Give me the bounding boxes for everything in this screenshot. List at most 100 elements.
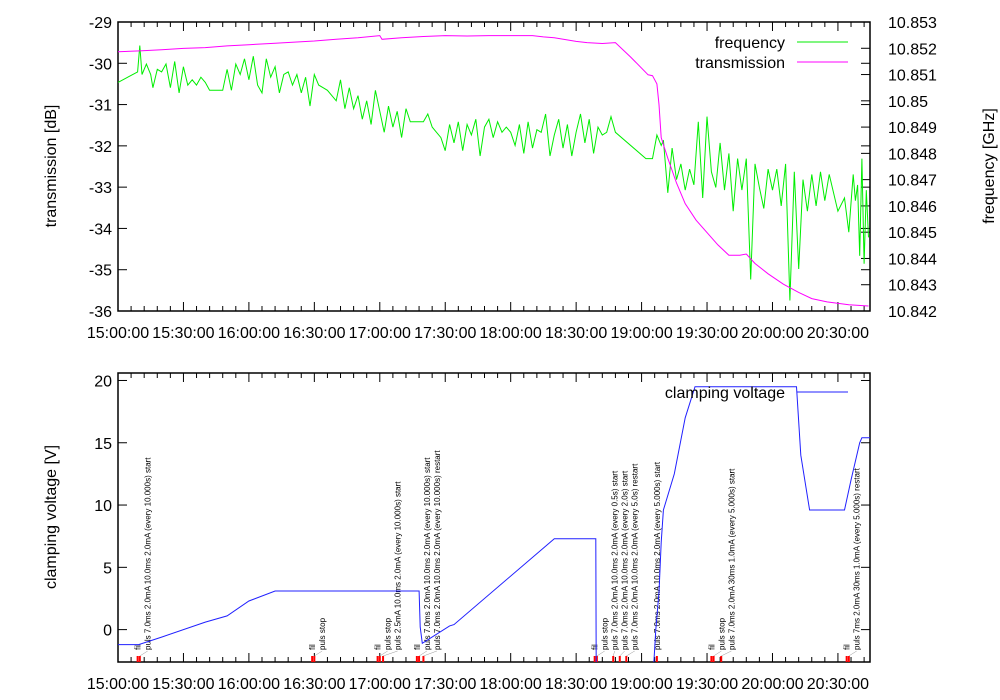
event-leader-line <box>626 650 635 657</box>
event-annotation-label: fil <box>843 644 852 650</box>
legend-bottom: clamping voltage <box>665 385 848 402</box>
x-tick-label: 19:00:00 <box>610 325 672 342</box>
y2-tick-label: 10.842 <box>888 304 937 321</box>
x-tick-label: 18:30:00 <box>545 325 607 342</box>
y2-tick-label: 10.843 <box>888 278 937 295</box>
event-leader-line <box>314 650 323 657</box>
event-leader-line <box>418 650 428 657</box>
event-annotation-label: fil <box>707 644 716 650</box>
event-annotation-label: fil <box>134 644 143 650</box>
series-line-frequency <box>118 45 869 301</box>
y-axis-title-clamping-voltage: clamping voltage [V] <box>43 445 60 589</box>
event-leader-line <box>596 650 605 657</box>
event-annotation-label: puls 7.0ms 2.0mA 10.0ms 2.0mA (every 10.… <box>144 457 153 650</box>
legend-label-frequency: frequency <box>715 35 785 52</box>
top-axis-ticks: 15:00:00 15:30:00 16:00:00 16:30:00 17:00:00… <box>87 15 937 342</box>
event-annotation-label: fil <box>413 644 422 650</box>
x-tick-label: 15:00:00 <box>87 676 149 693</box>
event-annotation-label: fil <box>374 644 383 650</box>
y2-tick-label: 10.852 <box>888 41 937 58</box>
y2-tick-label: 10.85 <box>888 94 928 111</box>
top-panel: 15:00:00 15:30:00 16:00:00 16:30:00 17:00:00… <box>43 15 998 342</box>
legend-label-clamping-voltage: clamping voltage <box>665 385 785 402</box>
event-leader-line <box>423 650 437 657</box>
event-annotations: fil puls 7.0ms 2.0mA 10.0ms 2.0mA (every … <box>134 450 862 662</box>
event-annotation-label: puls 2.5mA 10.0ms 2.0mA (every 10.000s) … <box>394 481 403 650</box>
x-tick-label: 20:30:00 <box>807 676 869 693</box>
event-leader-line <box>713 650 722 657</box>
y-tick-label: 20 <box>94 373 112 390</box>
y2-tick-label: 10.846 <box>888 199 937 216</box>
event-annotation-label: puls 7.0ms 2.0mA 30ms 1.0mA (every 5.000… <box>727 468 736 650</box>
event-annotation-label: puls 7.0ms 2.0mA 10.0ms 2.0mA (every 0.5… <box>611 470 620 650</box>
top-plot-frame <box>117 21 871 312</box>
y-tick-label: 5 <box>103 560 112 577</box>
y-tick-label: 15 <box>94 436 112 453</box>
event-leader-line <box>382 650 398 657</box>
event-annotation-label: puls 7.0ms 2.0mA 10.0ms 2.0mA (every 5.0… <box>653 461 662 650</box>
y2-axis-title-frequency: frequency [GHz] <box>981 108 998 224</box>
y-tick-label: -36 <box>89 304 112 321</box>
x-tick-label: 16:30:00 <box>283 676 345 693</box>
event-annotation-label: puls stop <box>384 617 393 650</box>
y-tick-label: -31 <box>89 98 112 115</box>
series-line-clamping-voltage <box>118 386 870 662</box>
event-leader-line <box>139 650 148 657</box>
y2-tick-label: 10.849 <box>888 120 937 137</box>
event-annotation-label: puls stop <box>717 617 726 650</box>
x-tick-label: 15:30:00 <box>152 676 214 693</box>
series-line-transmission <box>118 35 869 307</box>
x-tick-label: 16:00:00 <box>218 676 280 693</box>
x-tick-label: 17:00:00 <box>349 325 411 342</box>
x-tick-label: 17:30:00 <box>414 325 476 342</box>
y2-tick-label: 10.853 <box>888 15 937 32</box>
x-tick-label: 15:30:00 <box>152 325 214 342</box>
y2-tick-label: 10.851 <box>888 68 937 85</box>
x-tick-label: 16:30:00 <box>283 325 345 342</box>
x-tick-label: 18:00:00 <box>480 325 542 342</box>
y2-tick-label: 10.847 <box>888 173 937 190</box>
event-leader-line <box>612 650 615 657</box>
event-leader-line <box>848 650 857 657</box>
bottom-axis-ticks: 15:00:00 15:30:00 16:00:00 16:30:00 17:00:00… <box>87 373 870 693</box>
y-axis-title-transmission: transmission [dB] <box>43 105 60 228</box>
legend-top: frequency transmission <box>695 35 848 72</box>
y-tick-label: -35 <box>89 263 112 280</box>
x-tick-label: 19:00:00 <box>610 676 672 693</box>
y2-tick-label: 10.848 <box>888 146 937 163</box>
y-tick-label: -34 <box>89 221 112 238</box>
x-tick-label: 17:00:00 <box>349 676 411 693</box>
y-tick-label: -30 <box>89 56 112 73</box>
x-tick-label: 18:30:00 <box>545 676 607 693</box>
x-tick-label: 20:30:00 <box>807 325 869 342</box>
y2-tick-label: 10.845 <box>888 225 937 242</box>
event-annotation-label: puls 7.0ms 2.0mA 10.0ms 2.0mA (every 2.0… <box>621 470 630 650</box>
x-tick-label: 17:30:00 <box>414 676 476 693</box>
event-annotation-label: fil <box>308 644 317 650</box>
event-annotation-label: puls 7.0ms 2.0mA 10.0ms 2.0mA (every 10.… <box>433 450 442 650</box>
top-series <box>118 35 869 307</box>
y-tick-label: 10 <box>94 498 112 515</box>
y-tick-label: -32 <box>89 139 112 156</box>
event-leader-line <box>379 650 388 657</box>
y-tick-label: -33 <box>89 180 112 197</box>
x-tick-label: 20:00:00 <box>741 325 803 342</box>
y-tick-label: -29 <box>89 15 112 32</box>
x-tick-label: 19:30:00 <box>676 676 738 693</box>
event-annotation-label: puls 7.0ms 2.0mA 10.0ms 2.0mA (every 10.… <box>423 457 432 650</box>
event-annotation-label: puls 7.0ms 2.0mA 10.0ms 2.0mA (every 5.0… <box>631 463 640 650</box>
x-tick-label: 15:00:00 <box>87 325 149 342</box>
legend-label-transmission: transmission <box>695 55 785 72</box>
x-tick-label: 20:00:00 <box>741 676 803 693</box>
bottom-plot-frame <box>117 372 871 663</box>
event-annotation-label: puls stop <box>601 617 610 650</box>
event-annotation-label: puls stop <box>318 617 327 650</box>
event-annotation-label: puls 7ms 2.0mA 30ms 1.0mA (every 5.000s)… <box>853 467 862 650</box>
x-tick-label: 19:30:00 <box>676 325 738 342</box>
event-leader-line <box>721 650 732 657</box>
y2-tick-label: 10.844 <box>888 251 937 268</box>
event-annotation-label: fil <box>591 644 600 650</box>
x-tick-label: 16:00:00 <box>218 325 280 342</box>
event-leader-line <box>619 650 625 657</box>
